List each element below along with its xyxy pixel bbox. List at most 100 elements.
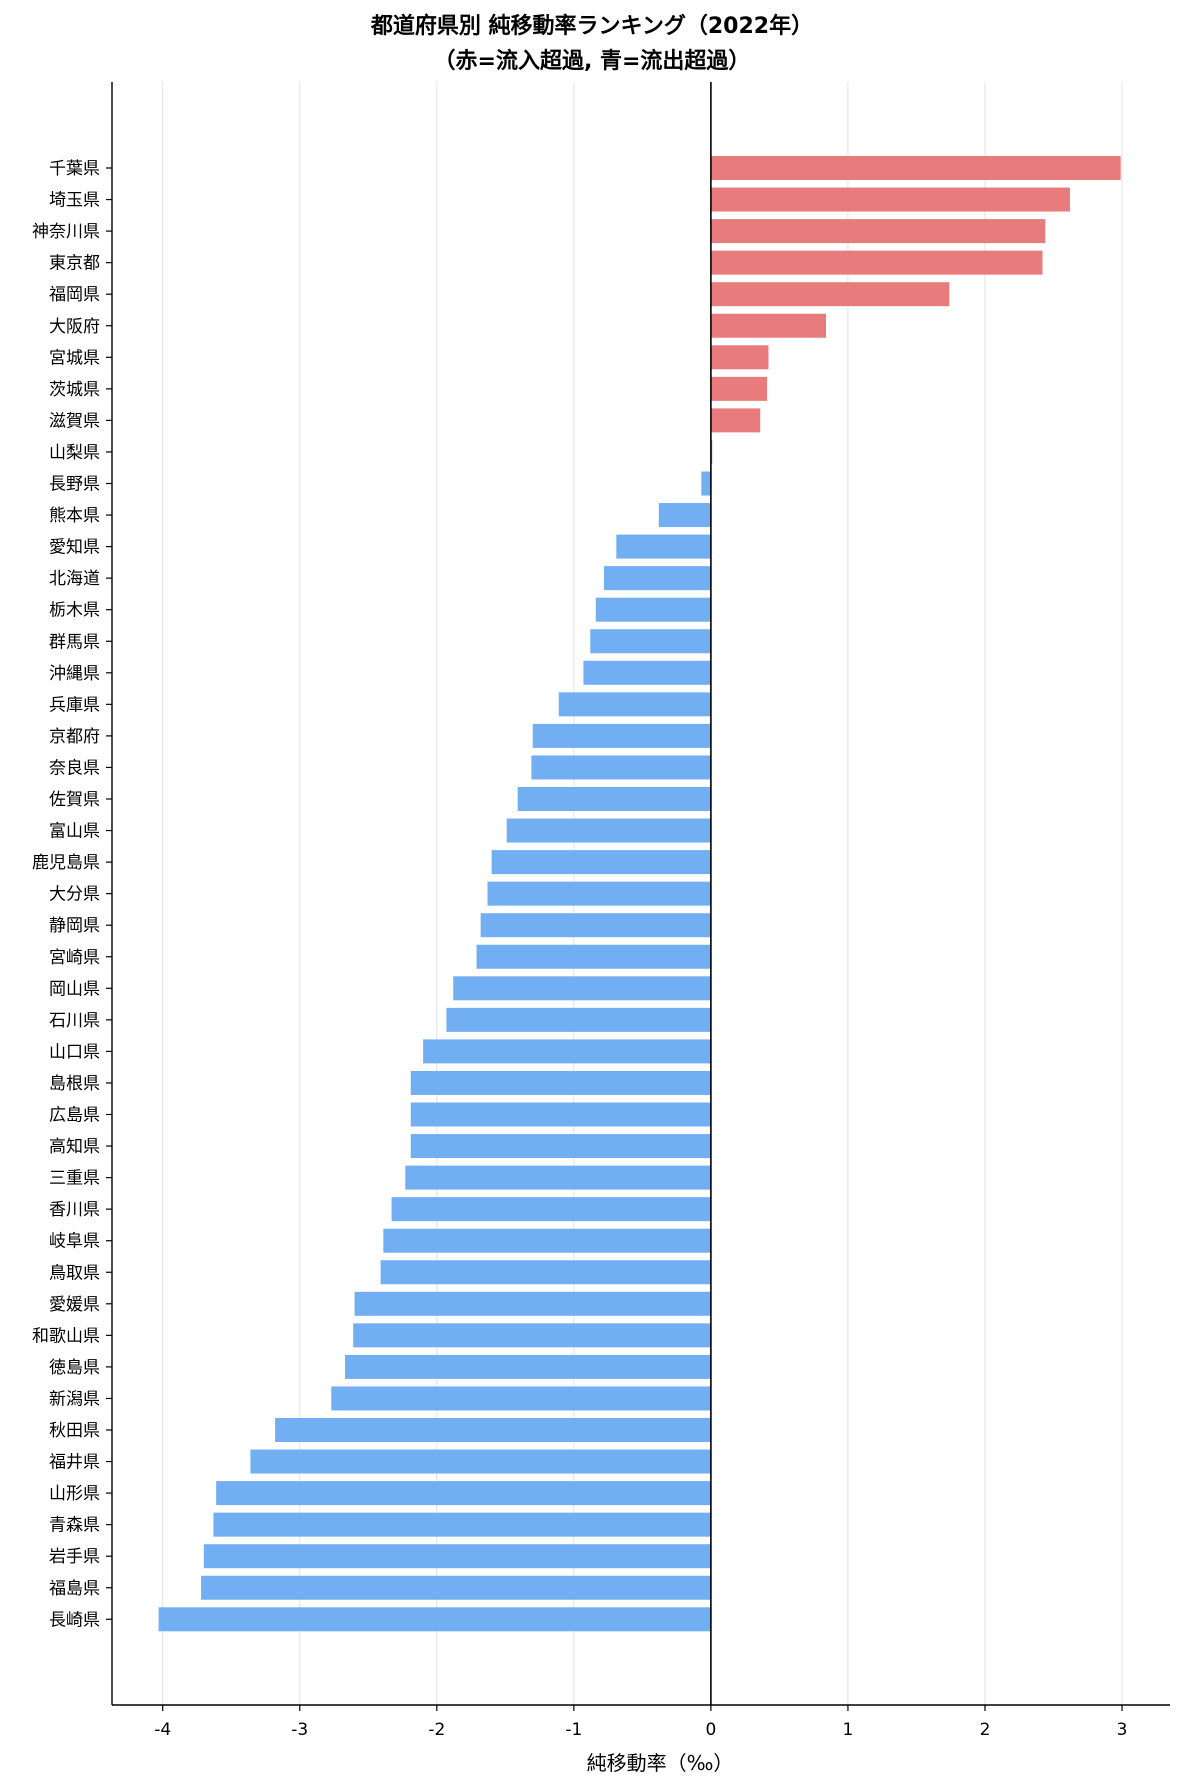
x-tick-label-0: -4 [154,1720,171,1740]
x-tick-label-7: 3 [1117,1720,1128,1740]
category-label-46: 長崎県 [49,1610,100,1630]
category-label-41: 福井県 [49,1453,100,1473]
bar-3 [710,250,1043,275]
bar-20 [517,787,711,811]
category-label-23: 大分県 [49,885,100,905]
category-label-14: 栃木県 [49,601,100,621]
x-tick-label-1: -3 [291,1720,308,1740]
x-tick-label-2: -2 [428,1720,445,1740]
category-label-24: 静岡県 [49,916,100,936]
category-label-27: 石川県 [49,1011,100,1031]
bar-44 [203,1544,711,1569]
x-tick-label-4: 0 [705,1720,716,1740]
category-label-15: 群馬県 [49,632,100,652]
category-label-44: 岩手県 [49,1547,100,1567]
category-label-19: 奈良県 [49,758,100,778]
bar-26 [453,976,711,1001]
bar-34 [383,1228,711,1253]
bar-13 [603,566,711,591]
category-label-28: 山口県 [49,1042,100,1062]
category-label-10: 長野県 [49,475,100,495]
bar-46 [158,1607,711,1632]
bar-42 [216,1481,711,1506]
bar-37 [353,1323,711,1348]
category-label-35: 鳥取県 [49,1263,100,1283]
category-label-21: 富山県 [49,822,100,842]
bar-5 [710,313,827,338]
x-axis-label: 純移動率（‰） [587,1751,734,1775]
category-label-31: 高知県 [49,1137,100,1157]
bar-25 [476,944,711,969]
bar-29 [410,1070,711,1095]
bar-4 [710,282,950,307]
category-label-25: 宮崎県 [49,948,100,968]
category-label-22: 鹿児島県 [32,853,100,873]
bar-7 [710,376,768,401]
category-label-33: 香川県 [49,1200,100,1220]
category-label-8: 滋賀県 [49,411,100,431]
bar-39 [331,1386,711,1411]
category-label-38: 徳島県 [49,1358,100,1378]
category-label-30: 広島県 [49,1106,100,1126]
bar-38 [344,1354,711,1379]
chart-subtitle: （赤=流入超過, 青=流出超過） [434,48,751,74]
bar-32 [405,1165,711,1190]
category-label-37: 和歌山県 [32,1326,100,1346]
bar-31 [410,1134,711,1159]
category-label-17: 兵庫県 [49,695,100,715]
x-tick-label-6: 2 [980,1720,991,1740]
category-label-32: 三重県 [49,1169,100,1189]
bar-18 [532,723,711,748]
bar-24 [480,913,711,938]
x-tick-label-5: 1 [843,1720,854,1740]
bar-2 [710,219,1046,244]
bar-22 [491,850,711,875]
bar-21 [506,818,711,843]
category-label-6: 宮城県 [49,348,100,368]
category-label-43: 青森県 [49,1516,100,1536]
bars [158,156,1121,1632]
bar-27 [446,1007,711,1032]
bar-45 [201,1575,711,1600]
bar-15 [590,629,711,654]
grid-lines [162,82,1123,1705]
bar-8 [710,408,761,433]
bar-33 [391,1197,711,1222]
bar-1 [710,187,1070,212]
bar-11 [658,503,711,528]
category-label-40: 秋田県 [49,1421,100,1441]
bar-43 [213,1512,711,1537]
bar-40 [275,1418,711,1442]
category-label-26: 岡山県 [49,979,100,999]
category-label-12: 愛知県 [49,538,100,558]
x-tick-labels: -4 -3 -2 -1 0 1 2 3 [154,1720,1127,1740]
bar-35 [380,1260,711,1285]
category-label-9: 山梨県 [49,443,100,463]
bar-6 [710,345,769,370]
bar-19 [531,755,711,780]
category-label-39: 新潟県 [49,1389,100,1409]
category-label-45: 福島県 [49,1579,100,1599]
category-label-18: 京都府 [49,727,100,747]
bar-41 [250,1449,711,1474]
category-label-2: 神奈川県 [32,222,100,242]
bar-10 [701,471,711,496]
bar-23 [487,881,711,906]
chart-title: 都道府県別 純移動率ランキング（2022年） [370,13,813,39]
category-label-11: 熊本県 [49,506,100,526]
category-label-0: 千葉県 [49,159,100,179]
category-label-7: 茨城県 [49,380,100,400]
category-label-3: 東京都 [49,254,100,274]
bar-14 [595,597,711,622]
bar-28 [423,1039,711,1064]
bar-16 [583,660,711,685]
bar-0 [710,156,1121,180]
category-label-16: 沖縄県 [49,664,100,684]
bar-12 [616,534,711,559]
x-tick-label-3: -1 [565,1720,582,1740]
category-label-1: 埼玉県 [49,191,100,211]
category-label-13: 北海道 [49,569,100,589]
category-label-5: 大阪府 [49,317,100,337]
category-label-36: 愛媛県 [49,1295,100,1315]
bar-30 [410,1102,711,1127]
